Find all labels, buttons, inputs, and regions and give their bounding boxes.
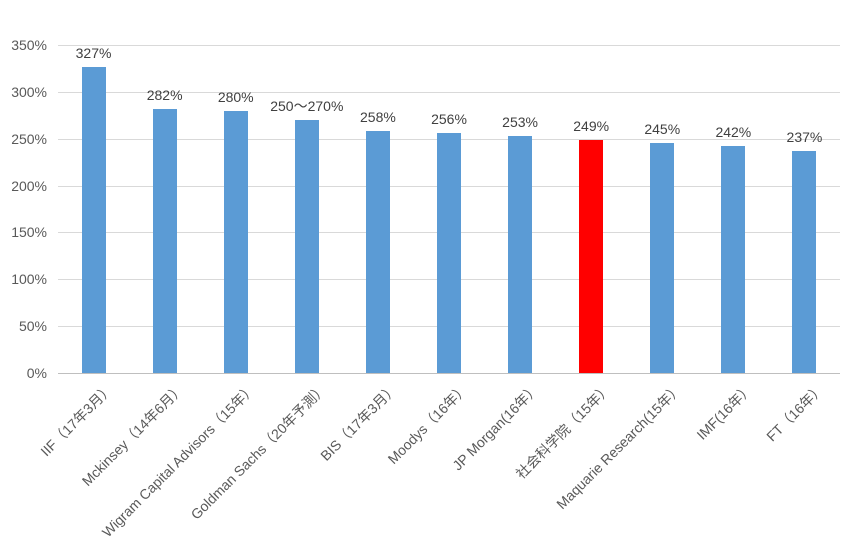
x-axis-line bbox=[58, 373, 840, 374]
y-axis-tick-label: 100% bbox=[11, 271, 47, 288]
data-label: 282% bbox=[146, 86, 183, 103]
bar-highlighted bbox=[579, 139, 604, 373]
y-axis-tick-label: 200% bbox=[11, 177, 47, 194]
data-label: 280% bbox=[217, 88, 254, 105]
y-axis-tick-label: 250% bbox=[11, 130, 47, 147]
y-axis-tick-label: 350% bbox=[11, 37, 47, 53]
data-label: 250〜270% bbox=[270, 97, 344, 114]
y-axis-tick-label: 150% bbox=[11, 224, 47, 241]
data-label: 253% bbox=[502, 113, 538, 130]
data-label: 237% bbox=[786, 128, 823, 145]
bar bbox=[365, 131, 390, 373]
bar bbox=[650, 143, 675, 373]
bar bbox=[508, 135, 533, 373]
bar bbox=[437, 133, 461, 373]
x-axis-category-label: Goldman Sachs（20年予測） bbox=[187, 380, 330, 523]
data-label: 256% bbox=[431, 111, 467, 128]
y-axis-tick-label: 300% bbox=[11, 83, 47, 100]
gridline bbox=[58, 91, 840, 93]
x-axis-category-label: Maquarie Research(15年） bbox=[553, 380, 685, 513]
gridline bbox=[58, 45, 840, 46]
y-axis-tick-label: 0% bbox=[26, 365, 47, 381]
x-axis-category-label: Wigram Capital Advisors（15年） bbox=[98, 380, 259, 541]
x-axis-category-label: IMF(16年） bbox=[693, 380, 756, 443]
bar bbox=[152, 108, 177, 373]
bar bbox=[223, 110, 248, 373]
data-label: 327% bbox=[75, 44, 112, 61]
data-label: 249% bbox=[573, 117, 610, 134]
data-label: 245% bbox=[644, 121, 681, 138]
bar bbox=[721, 146, 746, 373]
x-axis-category-label: FT（16年） bbox=[762, 380, 828, 445]
x-axis-category-label: IIF（17年3月） bbox=[37, 380, 117, 460]
y-axis-tick-label: 50% bbox=[18, 318, 47, 335]
bar bbox=[792, 150, 817, 373]
data-label: 258% bbox=[360, 109, 396, 126]
bar bbox=[81, 66, 106, 373]
data-label: 242% bbox=[715, 124, 752, 141]
bar bbox=[294, 119, 319, 373]
